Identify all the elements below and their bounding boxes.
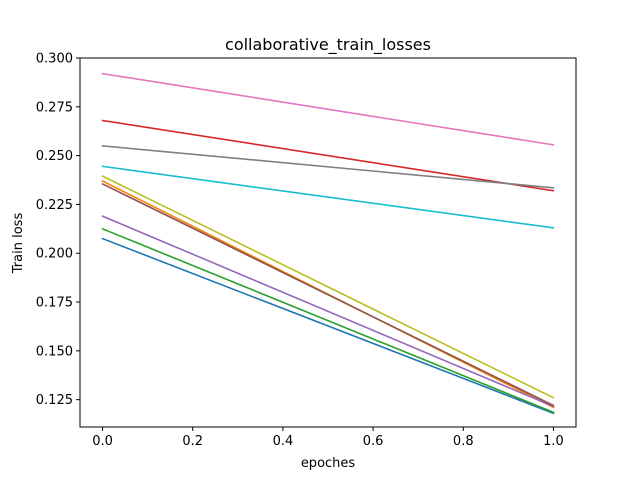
series-green-line xyxy=(101,227,555,414)
series-cyan-line xyxy=(101,165,555,229)
y-tick-label: 0.200 xyxy=(36,247,73,262)
series-olive-line xyxy=(101,175,555,399)
series-blue-line xyxy=(101,237,555,415)
x-tick-label: 0.4 xyxy=(273,434,294,449)
x-tick-label: 0.8 xyxy=(453,434,474,449)
x-tick-label: 0.0 xyxy=(92,434,113,449)
y-tick-label: 0.175 xyxy=(36,296,73,311)
y-tick-label: 0.250 xyxy=(36,149,73,164)
y-axis-label: Train loss xyxy=(11,213,26,275)
x-tick-label: 0.6 xyxy=(363,434,384,449)
y-tick-label: 0.125 xyxy=(36,393,73,408)
series-red-line xyxy=(101,119,555,192)
x-axis-ticks: 0.0 0.2 0.4 0.6 0.8 1.0 xyxy=(92,427,564,449)
series-purple-line xyxy=(101,215,555,408)
y-tick-label: 0.300 xyxy=(36,52,73,67)
y-tick-label: 0.225 xyxy=(36,198,73,213)
series-pink-line xyxy=(101,72,555,146)
y-axis-ticks: 0.125 0.150 0.175 0.200 0.225 0.250 0.275 0.300 xyxy=(36,52,80,408)
y-tick-label: 0.150 xyxy=(36,344,73,359)
series-layer xyxy=(101,72,555,415)
plot-frame xyxy=(79,57,577,428)
y-tick-label: 0.275 xyxy=(36,100,73,115)
chart-title: collaborative_train_losses xyxy=(225,35,431,55)
series-gray-line xyxy=(101,144,555,189)
x-tick-label: 1.0 xyxy=(543,434,564,449)
x-tick-label: 0.2 xyxy=(182,434,203,449)
series-brown-line xyxy=(101,182,555,407)
x-axis-label: epoches xyxy=(301,456,356,471)
